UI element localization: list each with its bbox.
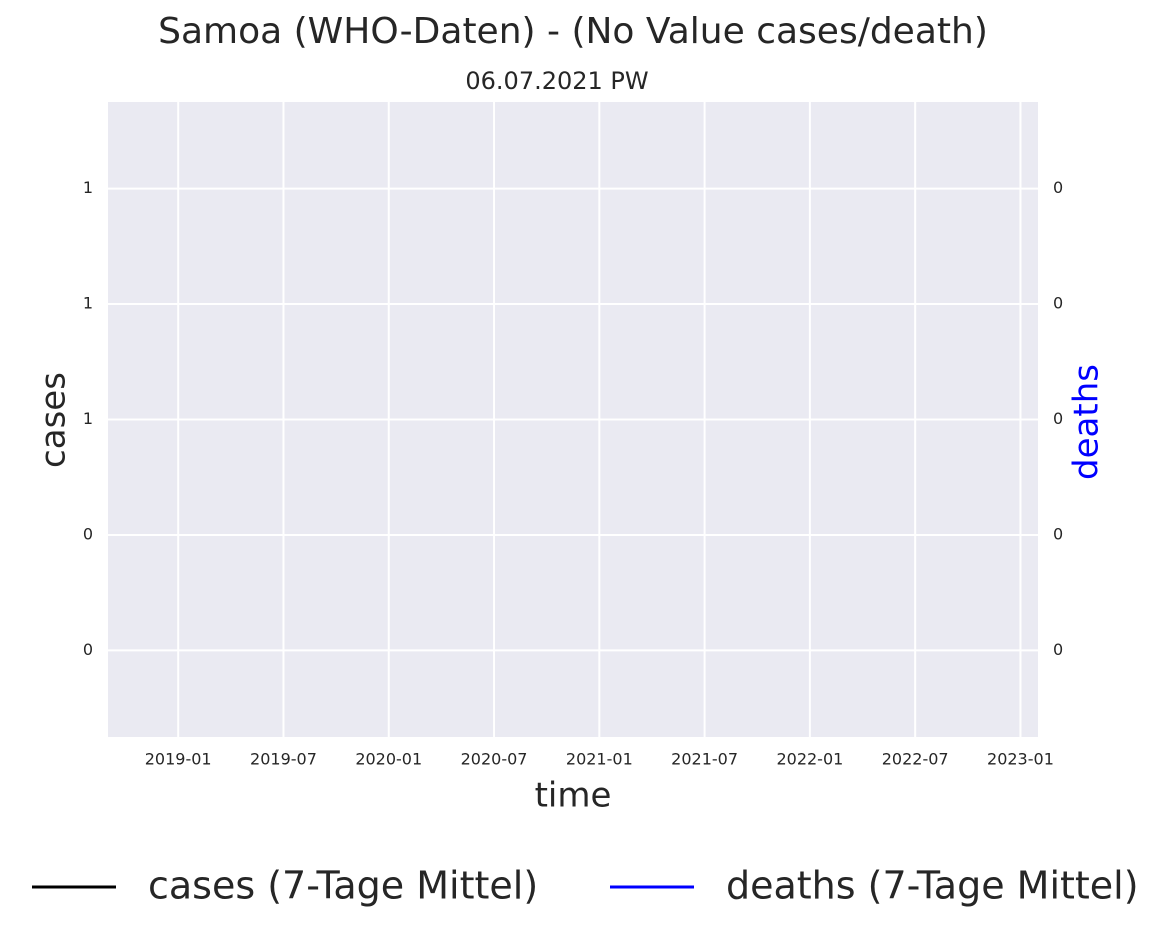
x-axis-label: time: [535, 776, 612, 816]
y2-tick-label: 0: [1053, 524, 1063, 543]
y2-tick-label: 0: [1053, 178, 1063, 197]
y-tick-label: 1: [83, 178, 93, 197]
y-tick-label: 1: [83, 409, 93, 428]
y-axis-label: cases: [34, 372, 74, 468]
y-tick-label: 0: [83, 640, 93, 659]
x-tick-label: 2020-01: [355, 750, 422, 769]
chart-subtitle: 06.07.2021 PW: [465, 67, 648, 95]
y2-tick-label: 0: [1053, 640, 1063, 659]
y2-tick-label: 0: [1053, 294, 1063, 313]
x-tick-label: 2022-01: [776, 750, 843, 769]
y2-tick-label: 0: [1053, 409, 1063, 428]
chart-title: Samoa (WHO-Daten) - (No Value cases/deat…: [158, 11, 988, 52]
legend-label: deaths (7-Tage Mittel): [726, 864, 1139, 908]
legend-label: cases (7-Tage Mittel): [148, 864, 538, 908]
x-tick-label: 2022-07: [882, 750, 949, 769]
grid: [108, 102, 1038, 737]
x-tick-label: 2021-01: [566, 750, 633, 769]
x-tick-label: 2023-01: [987, 750, 1054, 769]
x-tick-label: 2019-01: [145, 750, 212, 769]
y-tick-label: 1: [83, 294, 93, 313]
y-tick-label: 0: [83, 524, 93, 543]
x-tick-label: 2021-07: [671, 750, 738, 769]
x-tick-label: 2020-07: [461, 750, 528, 769]
x-tick-label: 2019-07: [250, 750, 317, 769]
y2-axis-label: deaths: [1067, 364, 1107, 480]
